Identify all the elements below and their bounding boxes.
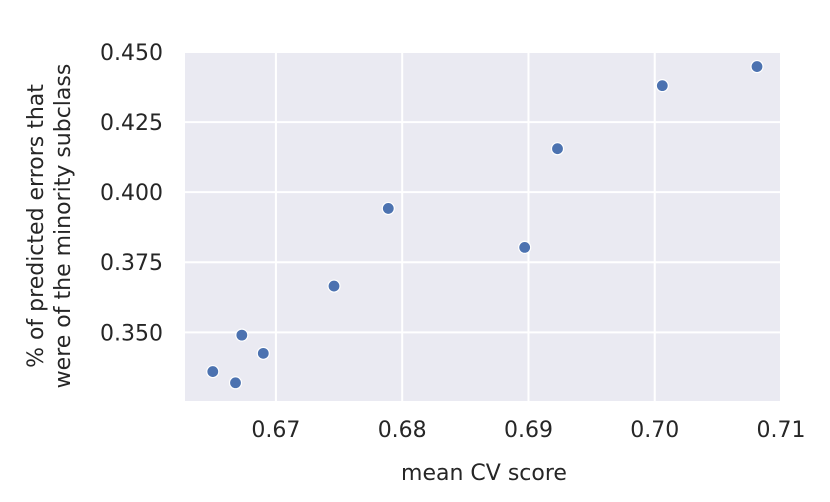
y-tick-label: 0.375: [100, 251, 163, 276]
y-tick-label: 0.450: [100, 41, 163, 66]
x-tick-label: 0.71: [757, 418, 806, 443]
x-tick-label: 0.70: [630, 418, 679, 443]
data-point: [206, 364, 220, 379]
data-point: [750, 59, 764, 74]
data-point: [518, 240, 532, 254]
y-tick-label: 0.350: [100, 321, 163, 346]
data-point: [381, 201, 395, 216]
y-tick-label: 0.400: [100, 181, 163, 206]
data-points: [206, 59, 764, 390]
data-point: [327, 279, 341, 293]
x-tick-label: 0.69: [504, 418, 553, 443]
plot-area: [185, 52, 781, 401]
x-tick-label: 0.67: [251, 418, 300, 443]
y-axis-label-line-1: % of predicted errors that: [24, 84, 49, 368]
grid-lines: [185, 51, 782, 401]
y-tick-labels: 0.350 0.375 0.400 0.425 0.450: [100, 41, 163, 346]
x-axis-label: mean CV score: [401, 461, 567, 486]
data-point: [235, 328, 249, 342]
data-point: [550, 142, 565, 156]
data-point: [228, 376, 243, 390]
y-tick-label: 0.425: [100, 111, 163, 136]
x-tick-label: 0.68: [378, 418, 427, 443]
x-tick-labels: 0.67 0.68 0.69 0.70 0.71: [251, 418, 805, 443]
data-point: [655, 79, 669, 93]
data-point: [256, 346, 270, 360]
y-axis-label-line-2: were of the minority subclass: [51, 64, 76, 389]
y-axis-label: % of predicted errors that were of the m…: [24, 64, 76, 389]
